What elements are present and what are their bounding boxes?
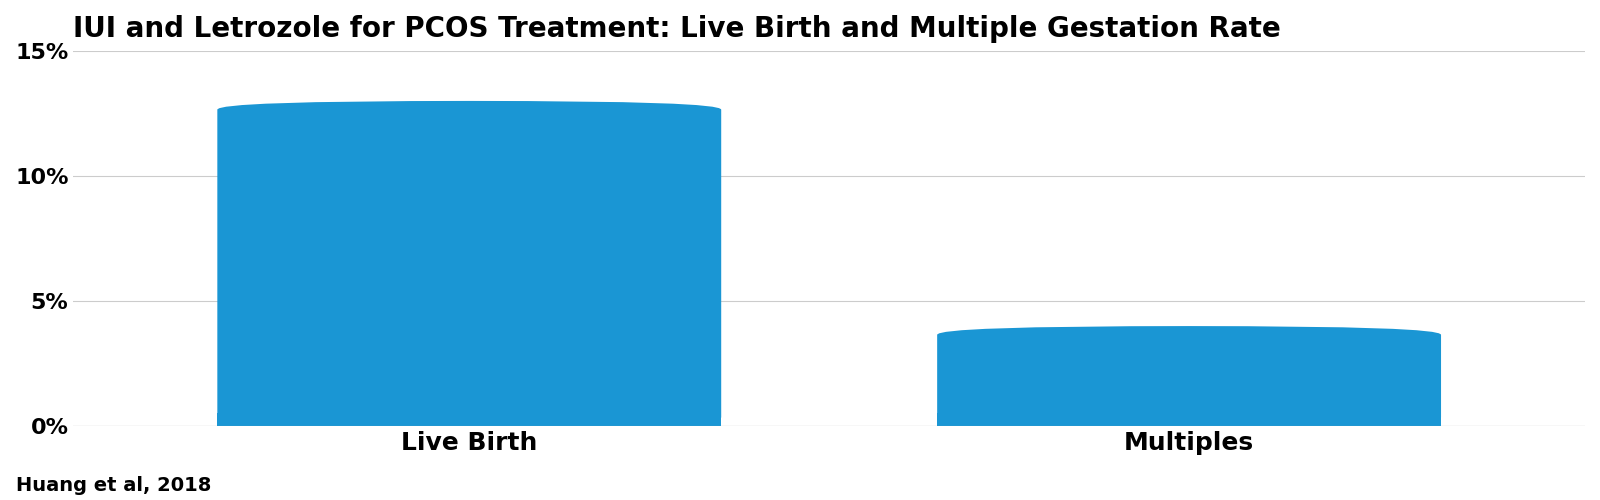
Bar	[218, 413, 722, 426]
Bar	[938, 413, 1442, 426]
FancyBboxPatch shape	[218, 101, 722, 426]
FancyBboxPatch shape	[938, 326, 1442, 426]
Text: Huang et al, 2018: Huang et al, 2018	[16, 476, 211, 495]
Text: IUI and Letrozole for PCOS Treatment: Live Birth and Multiple Gestation Rate: IUI and Letrozole for PCOS Treatment: Li…	[74, 15, 1282, 43]
